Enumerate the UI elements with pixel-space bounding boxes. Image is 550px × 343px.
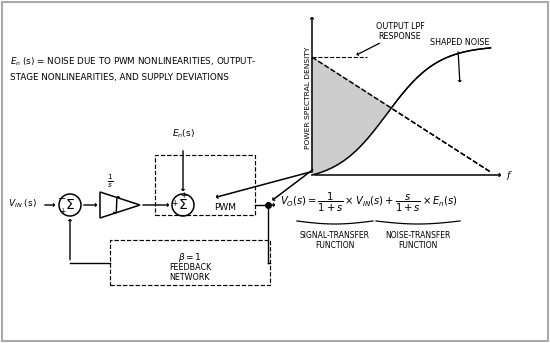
Text: −: − [58, 194, 66, 204]
Bar [110, 240, 270, 285]
Text: SIGNAL-TRANSFER
FUNCTION: SIGNAL-TRANSFER FUNCTION [300, 231, 370, 250]
Text: PWM: PWM [214, 202, 236, 212]
Text: $\Sigma$: $\Sigma$ [65, 198, 75, 212]
Text: OUTPUT LPF
RESPONSE: OUTPUT LPF RESPONSE [376, 22, 425, 42]
Text: f: f [506, 170, 510, 179]
Text: +: + [180, 191, 186, 201]
Text: $\frac{1}{s}$: $\frac{1}{s}$ [107, 173, 113, 190]
Bar [155, 155, 255, 215]
Text: +: + [171, 200, 177, 209]
Text: $\beta = 1$: $\beta = 1$ [178, 251, 202, 264]
Text: $E_n$(s): $E_n$(s) [172, 128, 195, 140]
Text: $\Sigma$: $\Sigma$ [178, 198, 188, 212]
Text: $E_n$ (s) = NOISE DUE TO PWM NONLINEARITIES, OUTPUT-: $E_n$ (s) = NOISE DUE TO PWM NONLINEARIT… [10, 56, 256, 68]
Text: $V_O(s) = \dfrac{1}{1+s} \times V_{IN}(s) + \dfrac{s}{1+s} \times E_n(s)$: $V_O(s) = \dfrac{1}{1+s} \times V_{IN}(s… [280, 190, 458, 214]
Text: SHAPED NOISE: SHAPED NOISE [430, 38, 490, 47]
Text: NOISE-TRANSFER
FUNCTION: NOISE-TRANSFER FUNCTION [386, 231, 450, 250]
Text: $V_{IN}$ (s): $V_{IN}$ (s) [8, 198, 37, 210]
Polygon shape [312, 57, 392, 175]
Text: +: + [59, 206, 65, 215]
Text: STAGE NONLINEARITIES, AND SUPPLY DEVIATIONS: STAGE NONLINEARITIES, AND SUPPLY DEVIATI… [10, 73, 229, 82]
Text: $\int$: $\int$ [111, 194, 121, 216]
Text: FEEDBACK
NETWORK: FEEDBACK NETWORK [169, 263, 211, 282]
Text: POWER SPECTRAL DENSITY: POWER SPECTRAL DENSITY [305, 46, 311, 149]
